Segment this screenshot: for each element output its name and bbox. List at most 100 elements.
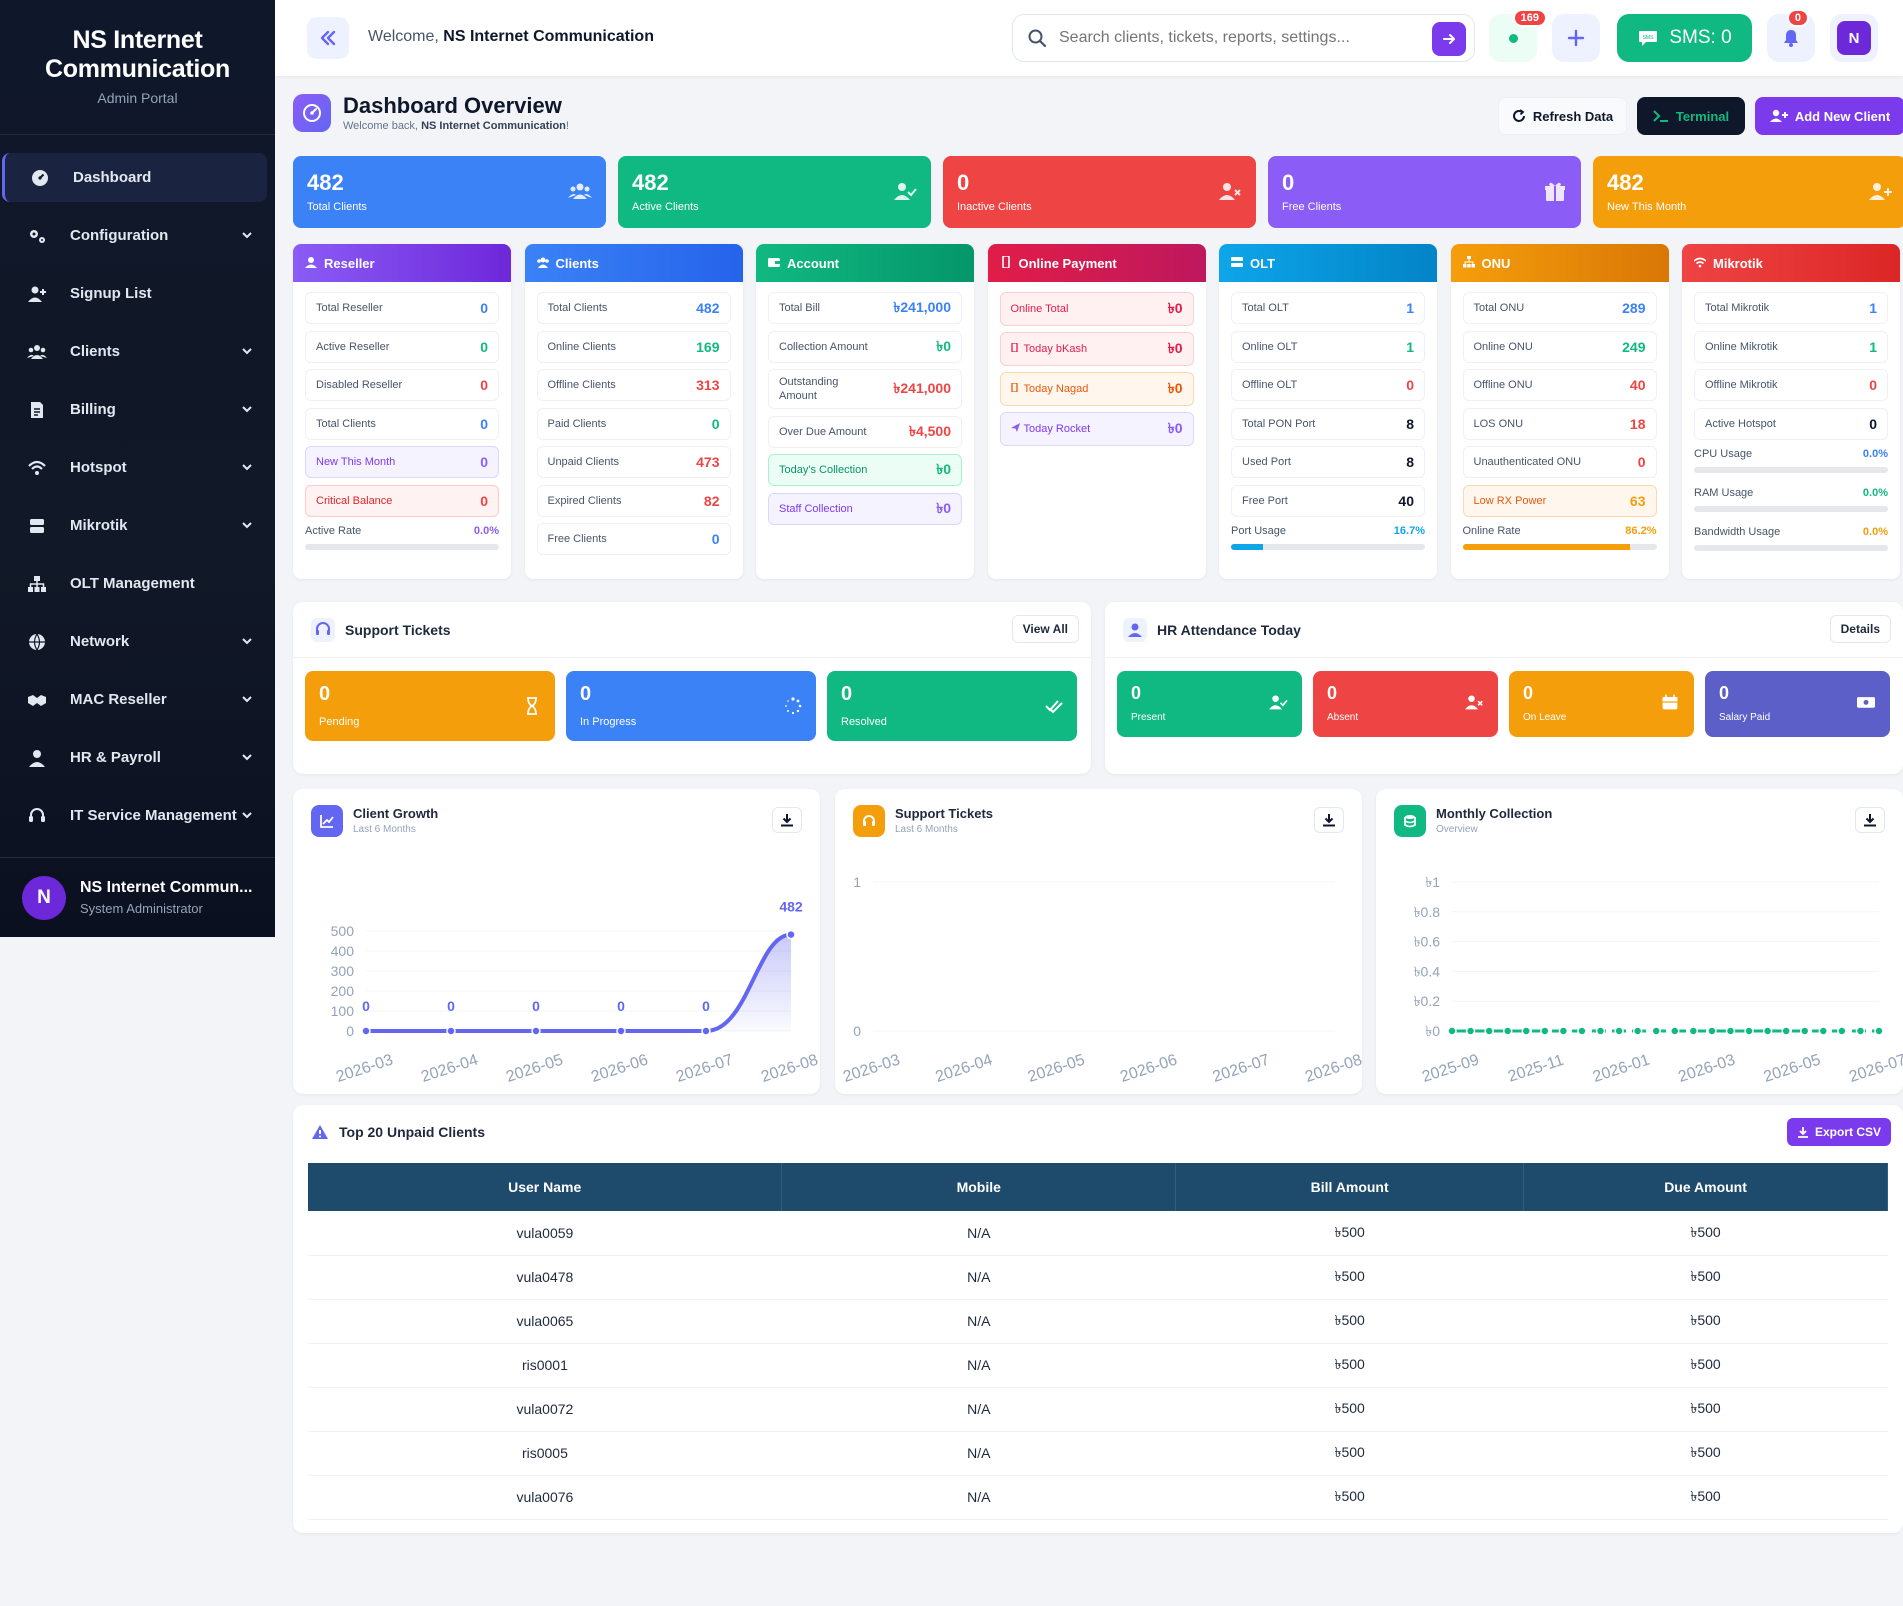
sidebar-user[interactable]: N NS Internet Commun... System Administr… bbox=[0, 857, 275, 937]
row-value: ৳241,000 bbox=[893, 380, 951, 396]
row-label-wrap: Free Clients bbox=[548, 533, 607, 545]
add-new-client-button[interactable]: Add New Client bbox=[1755, 97, 1903, 135]
row-label-wrap: Offline Clients bbox=[548, 379, 616, 391]
hr-stat-present[interactable]: 0 Present bbox=[1117, 671, 1302, 737]
sidebar-item-billing[interactable]: Billing bbox=[2, 385, 267, 434]
row-label: Offline Mikrotik bbox=[1705, 379, 1778, 391]
subtitle-name: NS Internet Communication bbox=[421, 120, 566, 132]
sidebar-item-it-service-management[interactable]: IT Service Management bbox=[2, 791, 267, 840]
row-label-wrap: Paid Clients bbox=[548, 418, 607, 430]
row-label: Online Total bbox=[1010, 303, 1069, 315]
sidebar-item-hr-payroll[interactable]: HR & Payroll bbox=[2, 733, 267, 782]
users-icon bbox=[26, 341, 48, 363]
ticket-stat-in-progress[interactable]: 0 In Progress bbox=[566, 671, 816, 741]
sidebar-item-dashboard[interactable]: Dashboard bbox=[2, 153, 267, 202]
sidebar-item-mac-reseller[interactable]: MAC Reseller bbox=[2, 675, 267, 724]
users-icon bbox=[536, 256, 549, 271]
ticket-stat-resolved[interactable]: 0 Resolved bbox=[827, 671, 1077, 741]
table-cell: ৳500 bbox=[1523, 1475, 1888, 1520]
table-row[interactable]: vula0072 N/A ৳500 ৳500 bbox=[308, 1387, 1888, 1432]
table-cell: N/A bbox=[781, 1255, 1176, 1300]
panel-row: Unauthenticated ONU 0 bbox=[1462, 446, 1657, 478]
row-label: Active Reseller bbox=[316, 340, 390, 353]
sidebar-item-mikrotik[interactable]: Mikrotik bbox=[2, 501, 267, 550]
row-label: Offline OLT bbox=[1242, 379, 1298, 391]
table-row[interactable]: vula0065 N/A ৳500 ৳500 bbox=[308, 1299, 1888, 1344]
stat-card-inactive-clients[interactable]: 0 Inactive Clients bbox=[943, 156, 1256, 228]
stat-label: Total Clients bbox=[307, 201, 367, 213]
profile-menu-button[interactable]: N bbox=[1830, 14, 1878, 62]
stat-card-free-clients[interactable]: 0 Free Clients bbox=[1268, 156, 1581, 228]
table-row[interactable]: vula0059 N/A ৳500 ৳500 bbox=[308, 1211, 1888, 1256]
progress-value: 0.0% bbox=[1862, 526, 1888, 538]
hr-stat-absent[interactable]: 0 Absent bbox=[1313, 671, 1498, 737]
notifications-button[interactable]: 0 bbox=[1767, 9, 1815, 62]
stat-card-new-this-month[interactable]: 482 New This Month bbox=[1593, 156, 1903, 228]
refresh-data-button[interactable]: Refresh Data bbox=[1498, 97, 1627, 135]
sidebar-item-label: Mikrotik bbox=[70, 517, 128, 534]
series-line bbox=[365, 932, 792, 1033]
terminal-icon bbox=[1653, 110, 1668, 122]
download-chart-button[interactable] bbox=[1314, 807, 1344, 833]
sidebar-item-olt-management[interactable]: OLT Management bbox=[2, 559, 267, 608]
sidebar-item-signup-list[interactable]: Signup List bbox=[2, 269, 267, 318]
sidebar-item-clients[interactable]: Clients bbox=[2, 327, 267, 376]
column-header[interactable]: User Name bbox=[308, 1163, 783, 1211]
quick-add-button[interactable] bbox=[1552, 14, 1600, 62]
sms-balance-button[interactable]: SMS SMS: 0 bbox=[1617, 14, 1752, 62]
plus-icon bbox=[1567, 29, 1585, 47]
table-row[interactable]: vula0478 N/A ৳500 ৳500 bbox=[308, 1255, 1888, 1300]
column-header[interactable]: Bill Amount bbox=[1175, 1163, 1525, 1211]
collapse-sidebar-button[interactable] bbox=[307, 17, 349, 59]
data-point bbox=[1837, 1026, 1847, 1036]
search-input[interactable] bbox=[1059, 29, 1419, 47]
table-row[interactable]: vula0076 N/A ৳500 ৳500 bbox=[308, 1475, 1888, 1520]
ticket-stat-pending[interactable]: 0 Pending bbox=[305, 671, 555, 741]
sidebar-item-network[interactable]: Network bbox=[2, 617, 267, 666]
column-header[interactable]: Mobile bbox=[781, 1163, 1177, 1211]
progress-label-row: Bandwidth Usage 0.0% bbox=[1694, 526, 1888, 538]
y-tick-label: ৳0.2 bbox=[1414, 993, 1441, 1009]
hr-details-button[interactable]: Details bbox=[1829, 615, 1891, 643]
row-label-wrap: Free Port bbox=[1242, 495, 1288, 507]
table-cell: vula0059 bbox=[308, 1211, 782, 1256]
table-cell: N/A bbox=[781, 1387, 1176, 1432]
row-label: Today Nagad bbox=[1023, 383, 1089, 395]
sidebar-item-hotspot[interactable]: Hotspot bbox=[2, 443, 267, 492]
hr-stat-on-leave[interactable]: 0 On Leave bbox=[1509, 671, 1694, 737]
panel-row: Total OLT 1 bbox=[1231, 292, 1425, 324]
sidebar-item-configuration[interactable]: Configuration bbox=[2, 211, 267, 260]
export-csv-button[interactable]: Export CSV bbox=[1786, 1118, 1891, 1146]
table-cell: ৳500 bbox=[1523, 1387, 1888, 1432]
search-submit-button[interactable] bbox=[1432, 22, 1466, 56]
y-tick-label: ৳0 bbox=[1425, 1023, 1440, 1039]
hr-stat-salary-paid[interactable]: 0 Salary Paid bbox=[1705, 671, 1890, 737]
panel-header: Mikrotik bbox=[1682, 244, 1900, 282]
online-status-button[interactable]: 169 bbox=[1489, 9, 1547, 62]
download-chart-button[interactable] bbox=[772, 807, 802, 833]
stat-card-total-clients[interactable]: 482 Total Clients bbox=[293, 156, 606, 228]
x-tick-label: 2025-09 bbox=[1420, 1052, 1481, 1086]
progress-bar bbox=[305, 544, 499, 550]
data-point bbox=[1874, 1026, 1884, 1036]
avatar: N bbox=[1837, 21, 1871, 55]
terminal-button[interactable]: Terminal bbox=[1637, 97, 1745, 135]
view-all-tickets-button[interactable]: View All bbox=[1011, 615, 1079, 643]
table-row[interactable]: ris0001 N/A ৳500 ৳500 bbox=[308, 1343, 1888, 1388]
data-label: 0 bbox=[702, 998, 710, 1014]
panel-reseller: Reseller Total Reseller 0 Active Reseller 0 D… bbox=[293, 244, 511, 579]
column-header[interactable]: Due Amount bbox=[1523, 1163, 1888, 1211]
data-point bbox=[1762, 1026, 1773, 1036]
data-label: 0 bbox=[447, 998, 455, 1014]
double-chevron-left-icon bbox=[320, 30, 336, 46]
table-row[interactable]: ris0005 N/A ৳500 ৳500 bbox=[308, 1431, 1888, 1476]
row-value: 249 bbox=[1622, 338, 1646, 355]
panel-title: OLT bbox=[1250, 255, 1276, 271]
data-point bbox=[1688, 1026, 1699, 1036]
row-label-wrap: Collection Amount bbox=[779, 341, 868, 353]
row-label-wrap: Total OLT bbox=[1242, 302, 1289, 314]
download-icon bbox=[1323, 814, 1335, 827]
stat-card-active-clients[interactable]: 482 Active Clients bbox=[618, 156, 931, 228]
download-chart-button[interactable] bbox=[1855, 807, 1885, 833]
stat-label: Free Clients bbox=[1282, 201, 1342, 213]
